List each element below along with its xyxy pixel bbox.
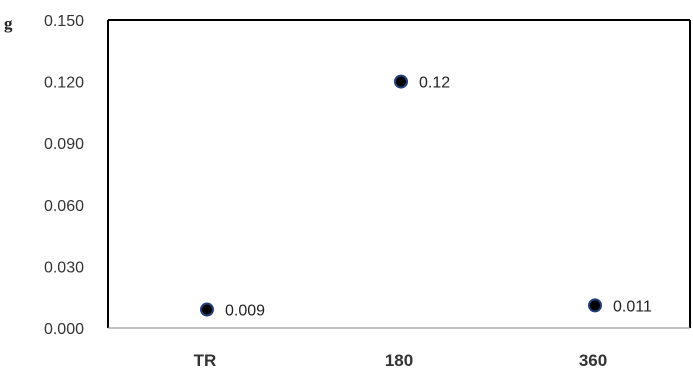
x-tick-label: 360 <box>579 351 607 370</box>
y-axis-ticks: 0.000 0.030 0.060 0.090 0.120 0.150 <box>44 13 84 338</box>
y-tick-label: 0.150 <box>44 13 84 30</box>
data-label: 0.011 <box>613 298 652 315</box>
y-tick-label: 0.090 <box>44 136 84 153</box>
y-tick-label: 0.120 <box>44 75 84 92</box>
x-tick-label: TR <box>194 351 217 370</box>
x-axis-ticks: TR 180 360 <box>194 351 608 370</box>
data-labels: 0.009 0.12 0.011 <box>225 75 652 320</box>
data-points <box>200 74 602 317</box>
data-point <box>200 302 214 317</box>
data-label: 0.009 <box>225 303 265 320</box>
y-tick-label: 0.000 <box>44 321 84 338</box>
x-tick-label: 180 <box>385 351 413 370</box>
y-axis-unit-label: g <box>4 14 13 33</box>
y-tick-label: 0.030 <box>44 259 84 276</box>
data-label: 0.12 <box>419 75 450 92</box>
data-point <box>394 74 408 89</box>
plot-area <box>107 19 691 329</box>
y-tick-label: 0.060 <box>44 198 84 215</box>
data-point <box>588 298 602 313</box>
